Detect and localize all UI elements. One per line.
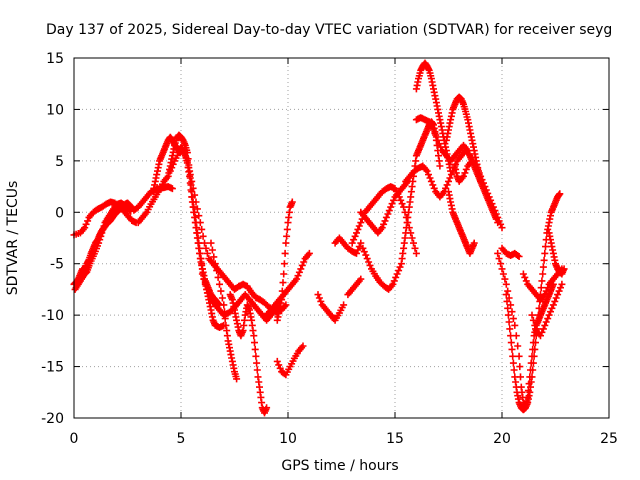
x-tick-label: 0 [70, 431, 79, 447]
y-tick-label: 5 [55, 154, 64, 170]
grid-lines [74, 58, 609, 418]
data-point-markers [314, 291, 348, 324]
series-t26 [498, 244, 523, 260]
y-tick-label: -15 [41, 360, 64, 376]
y-tick-label: 0 [55, 205, 64, 221]
x-tick-label: 10 [279, 431, 297, 447]
data-point-markers [331, 234, 365, 257]
y-tick-label: 15 [46, 51, 64, 67]
y-tick-labels: 15 10 5 0 -5 -10 -15 -20 [41, 51, 64, 427]
chart-title: Day 137 of 2025, Sidereal Day-to-day VTE… [46, 22, 612, 38]
data-point-markers [344, 275, 365, 299]
series-t9 [198, 270, 283, 324]
y-tick-label: -20 [41, 411, 64, 427]
plot-frame [73, 57, 610, 419]
x-tick-label: 5 [177, 431, 186, 447]
data-point-markers [348, 183, 420, 257]
series-t24 [445, 188, 478, 257]
series-t25 [451, 157, 506, 232]
x-axis-label: GPS time / hours [281, 458, 398, 474]
data-point-markers [498, 244, 523, 260]
series-t16 [344, 275, 365, 299]
series-t15 [331, 234, 365, 257]
data-points [70, 59, 568, 417]
data-point-markers [166, 147, 290, 317]
data-point-markers [519, 265, 566, 304]
series-t13 [263, 249, 313, 319]
data-point-markers [198, 270, 283, 324]
data-point-markers [445, 188, 478, 257]
series-t12 [273, 198, 296, 324]
y-tick-label: -10 [41, 308, 64, 324]
data-point-markers [263, 249, 313, 319]
series-t29 [519, 265, 566, 304]
axis-ticks [73, 57, 610, 419]
data-point-markers [71, 199, 135, 293]
x-tick-label: 20 [493, 431, 511, 447]
y-axis-label: SDTVAR / TECUs [5, 181, 21, 296]
data-point-markers [451, 157, 506, 232]
series-t19 [348, 183, 420, 257]
x-tick-labels: 0 5 10 15 20 25 [70, 431, 618, 447]
series-t10 [226, 291, 271, 417]
data-point-markers [273, 198, 296, 324]
x-tick-label: 15 [386, 431, 404, 447]
data-point-markers [494, 249, 557, 412]
y-tick-label: -5 [50, 257, 64, 273]
series-t30 [528, 280, 566, 340]
series-t3 [71, 199, 135, 293]
data-point-markers [226, 291, 271, 417]
series-t7 [166, 147, 290, 317]
data-point-markers [273, 342, 307, 379]
series-t31 [545, 229, 568, 278]
series-t8 [207, 239, 241, 383]
data-point-markers [207, 239, 241, 383]
x-tick-label: 25 [600, 431, 618, 447]
series-t11 [273, 342, 307, 379]
data-point-markers [545, 229, 568, 278]
data-point-markers [528, 280, 566, 340]
series-t14 [314, 291, 348, 324]
series-t28 [494, 249, 557, 412]
y-tick-label: 10 [46, 102, 64, 118]
